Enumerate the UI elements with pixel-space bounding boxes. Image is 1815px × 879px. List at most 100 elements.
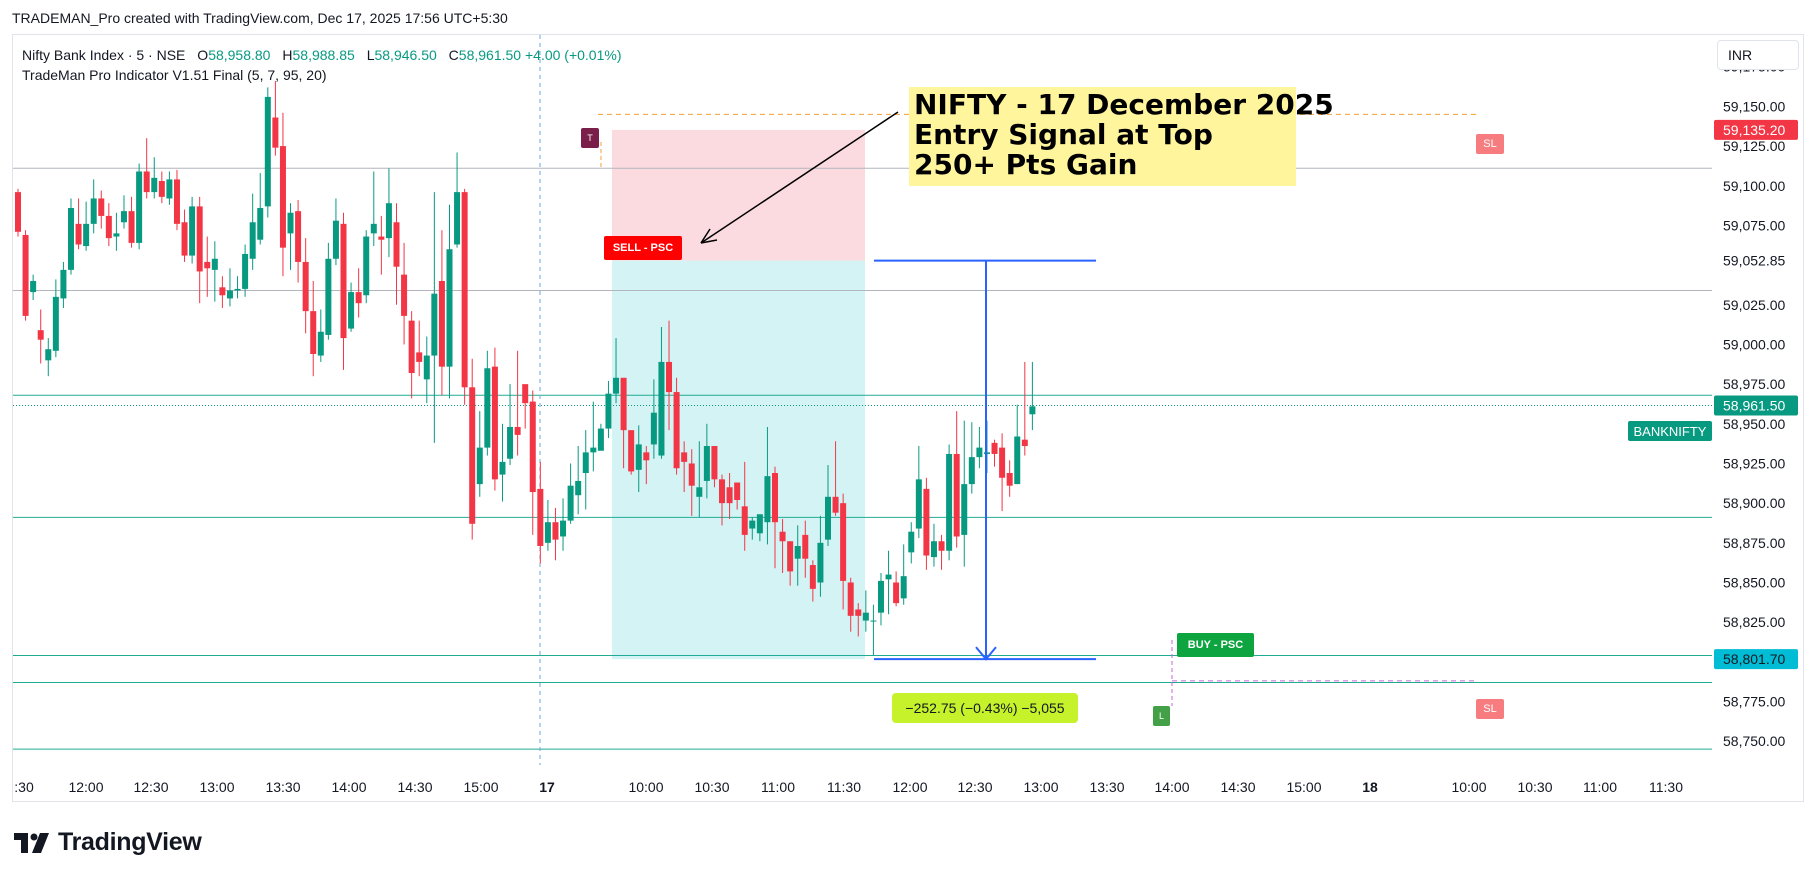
candle-body (613, 377, 620, 394)
candle-body (234, 288, 241, 291)
time-tick-label: 12:30 (133, 779, 168, 795)
tradingview-logo[interactable]: TradingView (14, 828, 202, 857)
candle-body (923, 488, 930, 556)
time-tick-label: 13:30 (1089, 779, 1124, 795)
chart-annotation-note[interactable]: NIFTY - 17 December 2025 Entry Signal at… (909, 87, 1334, 186)
symbol-label[interactable]: Nifty Bank Index · 5 · NSE (22, 47, 186, 63)
candle-body (976, 447, 983, 458)
candle-body (749, 520, 756, 529)
candle-body (166, 179, 173, 199)
candle-body (696, 487, 703, 497)
chart-frame (12, 34, 1804, 802)
candle-body (779, 531, 786, 542)
time-tick-label: 12:00 (892, 779, 927, 795)
candle-body (719, 479, 726, 504)
open-value: 58,958.80 (208, 47, 271, 63)
time-tick-label: :30 (14, 779, 34, 795)
time-tick-label: 14:30 (397, 779, 432, 795)
candle-body (711, 446, 718, 480)
candle-body (120, 211, 127, 223)
candle-body (37, 330, 44, 340)
candle-body (151, 177, 158, 193)
change-value: +4.00 (+0.01%) (524, 47, 622, 63)
candle-body (666, 361, 673, 393)
candle-body (264, 96, 271, 207)
candle-body (1029, 406, 1036, 415)
candle-body (741, 506, 748, 535)
price-tick-label: 59,000.00 (1723, 336, 1785, 352)
candle-body (1006, 473, 1013, 486)
currency-selector[interactable]: INR (1717, 40, 1799, 70)
candle-body (219, 287, 226, 296)
candle-body (885, 574, 892, 580)
candle-body (597, 428, 604, 451)
close-value: 58,961.50 (458, 47, 522, 63)
candle-body (832, 496, 839, 513)
candle-body (824, 496, 831, 540)
open-label: O (197, 47, 209, 63)
candle-body (764, 476, 771, 523)
candle-body (703, 446, 710, 481)
price-axis: 59,175.0059,150.0059,125.0059,100.0059,0… (1714, 59, 1798, 749)
indicator-label[interactable]: TradeMan Pro Indicator V1.51 Final (5, 7… (22, 67, 327, 83)
candle-body (817, 542, 824, 583)
low-label: L (366, 47, 375, 63)
low-marker[interactable]: L (1153, 706, 1170, 726)
candle-body (196, 206, 203, 272)
candle-body (499, 461, 506, 475)
stop-loss-tag-top[interactable]: SL (1476, 134, 1504, 154)
candle-body (537, 488, 544, 546)
top-marker[interactable]: T (581, 128, 599, 148)
candle-body (287, 212, 294, 234)
price-tick-label: 58,975.00 (1723, 376, 1785, 392)
candle-body (968, 457, 975, 485)
candle-body (158, 181, 165, 197)
candle-body (628, 430, 635, 472)
candle-body (734, 482, 741, 500)
candle-body (650, 412, 657, 445)
time-tick-label: 10:30 (694, 779, 729, 795)
candle-body (408, 320, 415, 374)
candle-body (862, 612, 869, 621)
candle-body (242, 254, 249, 289)
price-axis-tag-label: 58,961.50 (1723, 398, 1785, 414)
candle-body (416, 352, 423, 362)
candle-body (325, 258, 332, 335)
price-tick-label: 59,150.00 (1723, 98, 1785, 114)
candle-body (726, 487, 733, 504)
candle-body (257, 207, 264, 240)
sell-signal-tag[interactable]: SELL - PSC (604, 236, 682, 260)
measure-result-label[interactable]: −252.75 (−0.43%) −5,055 (892, 693, 1078, 723)
close-label: C (448, 47, 459, 63)
price-axis-tag-label: 59,135.20 (1723, 122, 1785, 138)
candle-body (348, 292, 355, 329)
candle-body (90, 198, 97, 224)
time-tick-label: 14:00 (331, 779, 366, 795)
candle-body (658, 361, 665, 456)
candle-body (476, 447, 483, 485)
candle-body (75, 223, 82, 245)
buy-signal-tag[interactable]: BUY - PSC (1177, 633, 1254, 657)
candle-body (226, 290, 233, 299)
stop-loss-tag-bottom[interactable]: SL (1476, 699, 1504, 719)
candle-body (681, 452, 688, 462)
candle-body (961, 484, 968, 535)
candle-body (52, 296, 59, 351)
candle-body (378, 236, 385, 240)
candle-body (560, 520, 567, 537)
time-tick-label: 12:00 (68, 779, 103, 795)
candle-body (847, 582, 854, 616)
price-tick-label: 58,825.00 (1723, 614, 1785, 630)
candle-body (772, 473, 778, 523)
candle-body (98, 198, 105, 216)
price-axis-tag (1714, 395, 1798, 416)
price-tick-label: 58,900.00 (1723, 495, 1785, 511)
candle-body (332, 220, 339, 259)
price-axis-tag (1714, 119, 1798, 140)
candle-body (567, 485, 574, 521)
candle-body (855, 609, 862, 616)
symbol-price-tag: BANKNIFTY (1628, 421, 1712, 441)
candle-body (893, 582, 900, 604)
measure-arrow-head (975, 646, 997, 661)
